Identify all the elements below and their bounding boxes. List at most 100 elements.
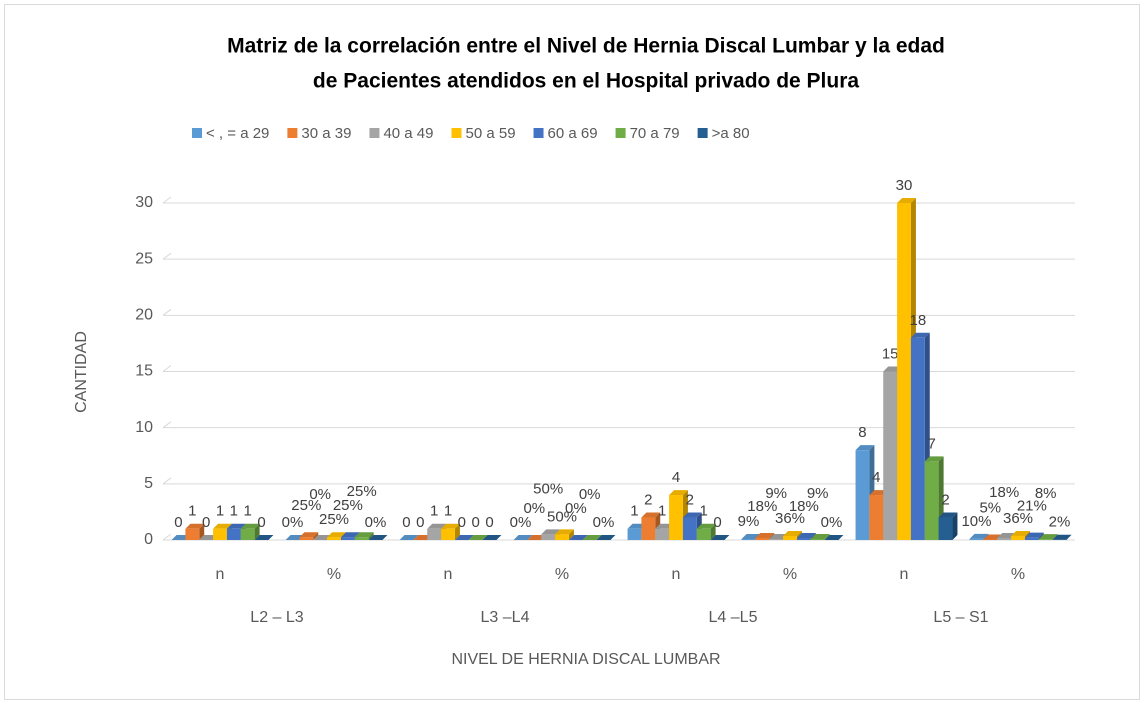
grid-line — [162, 477, 172, 485]
data-label: 0 — [485, 514, 493, 531]
bar-top — [910, 332, 930, 338]
data-label: 1 — [658, 503, 666, 520]
bar — [226, 528, 241, 540]
bar — [185, 528, 200, 540]
bar-top — [682, 512, 702, 518]
data-label: 1 — [444, 503, 452, 520]
data-label: 25% — [319, 511, 349, 528]
grid-line — [162, 252, 172, 260]
bar-top — [240, 523, 260, 529]
data-label: 1 — [216, 503, 224, 520]
x-tick-label: % — [555, 566, 569, 583]
legend-swatch — [192, 128, 202, 138]
bar — [340, 537, 355, 540]
bar-top — [226, 523, 246, 529]
data-label: 9% — [807, 485, 829, 502]
grid-line — [162, 365, 172, 372]
bar-top — [669, 490, 688, 496]
bar-top — [641, 512, 661, 518]
bar-side — [824, 533, 830, 540]
data-label: 1 — [188, 503, 196, 520]
data-label: 18% — [747, 498, 777, 515]
data-label: 4 — [872, 469, 880, 486]
legend-swatch — [287, 128, 298, 138]
y-tick-label: 0 — [144, 531, 153, 548]
grid-line — [162, 421, 172, 429]
data-label: 2 — [686, 492, 694, 509]
x-group-label: L2 – L3 — [250, 609, 303, 626]
bar — [796, 537, 811, 540]
bar — [327, 537, 341, 540]
x-group-label: L4 –L5 — [709, 609, 758, 626]
y-axis-title: CANTIDAD — [73, 331, 90, 413]
y-tick-label: 25 — [135, 250, 153, 267]
bar-side — [952, 512, 958, 540]
data-label: 0% — [821, 514, 843, 531]
bar-top — [710, 535, 730, 540]
data-label: 30 — [896, 177, 913, 194]
data-label: 1 — [230, 503, 238, 520]
bar-top — [185, 523, 205, 529]
legend-label: 60 a 69 — [548, 125, 598, 142]
bar-top — [354, 532, 374, 538]
data-label: 0 — [472, 514, 480, 531]
bar — [783, 535, 797, 540]
data-label: 0% — [579, 486, 601, 503]
x-tick-label: n — [900, 566, 909, 583]
bar — [655, 528, 670, 540]
data-label: 36% — [1003, 510, 1033, 527]
legend-label: 50 a 59 — [465, 125, 515, 142]
data-label: 2 — [644, 492, 652, 509]
data-label: 0 — [202, 514, 210, 531]
data-label: 0% — [510, 514, 532, 531]
bar — [755, 537, 770, 540]
data-label: 5% — [979, 499, 1001, 516]
bar-top — [897, 198, 916, 203]
bar — [883, 371, 898, 540]
bar-top — [783, 530, 802, 536]
legend-swatch — [533, 128, 544, 138]
legend-swatch — [369, 128, 380, 138]
bar-top — [213, 523, 232, 529]
data-label: 2% — [1049, 514, 1071, 531]
bar-top — [441, 523, 460, 529]
grid-line — [162, 308, 172, 316]
data-label: 50% — [547, 508, 577, 525]
bar — [769, 538, 784, 540]
x-group-label: L3 –L4 — [481, 609, 530, 626]
bar — [897, 203, 911, 540]
bar — [240, 528, 255, 540]
bar — [910, 337, 925, 540]
bar-top — [696, 523, 716, 529]
bar — [924, 461, 939, 540]
bar — [555, 534, 569, 540]
bar — [969, 538, 984, 540]
bar-top — [1052, 534, 1072, 540]
bar-top — [340, 532, 360, 538]
y-tick-label: 30 — [135, 194, 153, 211]
legend-label: >a 80 — [712, 125, 750, 142]
legend-label: 70 a 79 — [630, 125, 680, 142]
chart-border — [4, 4, 1140, 700]
bar — [1024, 537, 1039, 540]
legend-label: 30 a 39 — [301, 125, 351, 142]
x-tick-label: n — [672, 566, 681, 583]
bar-top — [513, 535, 533, 540]
bar-top — [1011, 530, 1030, 536]
bar — [627, 528, 642, 540]
bar — [855, 450, 870, 540]
bar-top — [824, 535, 844, 540]
bar-top — [924, 456, 944, 462]
bar-top — [555, 529, 574, 535]
data-label: 0 — [402, 514, 410, 531]
legend-swatch — [451, 128, 462, 138]
bar-side — [454, 523, 460, 540]
data-label: 25% — [333, 497, 363, 514]
x-group-label: L5 – S1 — [933, 609, 988, 626]
bar — [427, 528, 442, 540]
data-label: 0% — [565, 500, 587, 517]
data-label: 0% — [309, 486, 331, 503]
bar-top — [254, 535, 274, 540]
y-tick-label: 5 — [144, 475, 153, 492]
data-label: 1 — [244, 503, 252, 520]
